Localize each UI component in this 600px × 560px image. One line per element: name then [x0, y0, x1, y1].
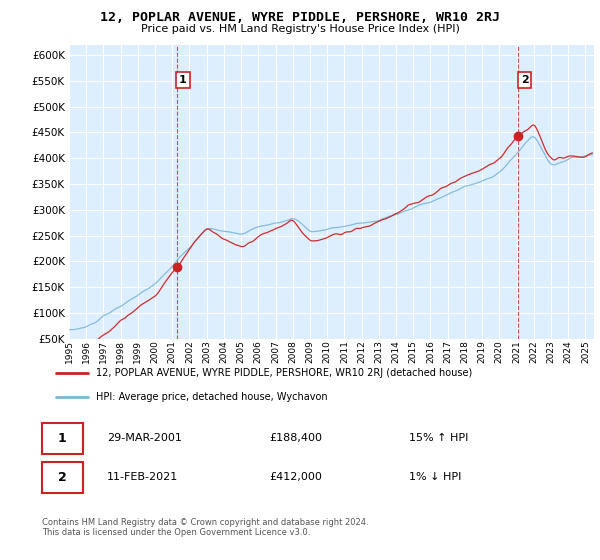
Text: 1% ↓ HPI: 1% ↓ HPI [409, 473, 461, 482]
Text: HPI: Average price, detached house, Wychavon: HPI: Average price, detached house, Wych… [96, 392, 328, 402]
Text: Contains HM Land Registry data © Crown copyright and database right 2024.
This d: Contains HM Land Registry data © Crown c… [42, 518, 368, 538]
Text: Price paid vs. HM Land Registry's House Price Index (HPI): Price paid vs. HM Land Registry's House … [140, 24, 460, 34]
Text: 1: 1 [179, 75, 187, 85]
Text: 2: 2 [58, 471, 67, 484]
Text: 1: 1 [58, 432, 67, 445]
Text: 12, POPLAR AVENUE, WYRE PIDDLE, PERSHORE, WR10 2RJ: 12, POPLAR AVENUE, WYRE PIDDLE, PERSHORE… [100, 11, 500, 24]
Text: 12, POPLAR AVENUE, WYRE PIDDLE, PERSHORE, WR10 2RJ (detached house): 12, POPLAR AVENUE, WYRE PIDDLE, PERSHORE… [96, 368, 472, 378]
Text: 29-MAR-2001: 29-MAR-2001 [107, 433, 182, 443]
Text: £412,000: £412,000 [269, 473, 322, 482]
FancyBboxPatch shape [42, 423, 83, 454]
FancyBboxPatch shape [42, 462, 83, 493]
Text: 2: 2 [521, 75, 529, 85]
Text: 11-FEB-2021: 11-FEB-2021 [107, 473, 178, 482]
Text: £188,400: £188,400 [269, 433, 322, 443]
Text: 15% ↑ HPI: 15% ↑ HPI [409, 433, 469, 443]
